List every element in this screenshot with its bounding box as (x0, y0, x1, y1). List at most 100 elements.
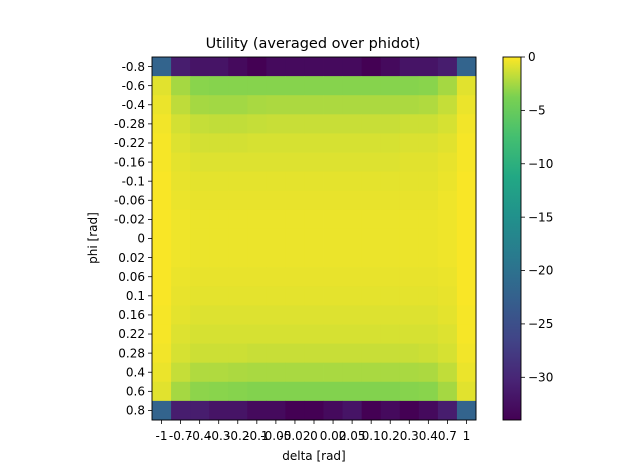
heatmap-cell (456, 343, 477, 364)
heatmap-cell (228, 286, 248, 306)
x-tick-label: -0.4 (188, 429, 211, 443)
heatmap-cell (399, 76, 420, 96)
heatmap-cell (228, 133, 248, 153)
y-tick-label: 0.8 (126, 404, 145, 418)
heatmap-cell (228, 248, 248, 268)
heatmap-cell (361, 152, 382, 173)
heatmap-cell (437, 381, 458, 402)
heatmap-cell (209, 57, 229, 77)
heatmap-cell (285, 400, 305, 421)
x-tick-label: -0.05 (260, 429, 291, 443)
heatmap-cell (228, 76, 248, 96)
y-tick-label: -0.28 (114, 117, 145, 131)
heatmap-cell (323, 362, 343, 383)
heatmap-cell (171, 381, 191, 402)
heatmap-cell (437, 171, 458, 192)
heatmap-cell (361, 267, 382, 287)
heatmap-cell (323, 228, 343, 249)
heatmap-cell (304, 133, 324, 153)
x-tick-label: -0.02 (279, 429, 310, 443)
x-tick-label: -0.7 (169, 429, 192, 443)
heatmap-cell (418, 343, 439, 364)
heatmap-cell (190, 362, 210, 383)
heatmap-cell (266, 343, 286, 364)
heatmap-cell (209, 400, 229, 421)
heatmap-cell (171, 286, 191, 306)
heatmap-cell (285, 190, 305, 211)
heatmap-cell (304, 248, 324, 268)
heatmap-cell (380, 133, 401, 153)
colorbar-tick-label: −10 (528, 157, 553, 171)
heatmap-cell (323, 76, 343, 96)
heatmap-cell (228, 57, 248, 77)
heatmap-cell (380, 305, 401, 325)
heatmap-cell (437, 343, 458, 364)
heatmap-cell (399, 305, 420, 325)
heatmap-cell (171, 248, 191, 268)
colorbar-tick-label: −30 (528, 370, 553, 384)
heatmap-cell (456, 248, 477, 268)
heatmap-cell (266, 76, 286, 96)
heatmap-cell (456, 76, 477, 96)
heatmap-cell (152, 209, 172, 230)
heatmap-cell (285, 324, 305, 344)
heatmap-cell (171, 324, 191, 344)
heatmap-cell (323, 343, 343, 364)
y-tick-label: 0.06 (118, 270, 145, 284)
heatmap-cell (171, 267, 191, 287)
heatmap-cell (323, 152, 343, 173)
heatmap-cell (456, 324, 477, 344)
heatmap-cell (399, 228, 420, 249)
heatmap-cell (361, 324, 382, 344)
heatmap-cell (247, 381, 267, 402)
heatmap-cell (418, 133, 439, 153)
heatmap-cell (247, 152, 267, 173)
heatmap-cell (361, 190, 382, 211)
y-tick-label: 0.6 (126, 385, 145, 399)
heatmap-cell (380, 286, 401, 306)
heatmap-cell (285, 171, 305, 192)
heatmap-cell (342, 76, 363, 96)
heatmap-cell (380, 381, 401, 402)
heatmap-cell (418, 362, 439, 383)
heatmap-cell (361, 171, 382, 192)
heatmap-cell (190, 171, 210, 192)
colorbar (502, 56, 522, 421)
colorbar-axis: 0 −5 −10 −15 −20 −25 −30 (521, 50, 553, 384)
heatmap-cell (342, 305, 363, 325)
heatmap-cell (361, 57, 382, 77)
heatmap-cell (228, 343, 248, 364)
heatmap-cell (190, 114, 210, 134)
heatmap-cell (228, 400, 248, 421)
y-tick-label: 0.02 (118, 251, 145, 265)
heatmap-cell (171, 76, 191, 96)
heatmap-cell (418, 152, 439, 173)
heatmap-cell (361, 209, 382, 230)
chart-title: Utility (averaged over phidot) (206, 36, 421, 52)
heatmap-cell (437, 190, 458, 211)
heatmap-cell (190, 324, 210, 344)
heatmap-cell (323, 171, 343, 192)
heatmap-cell (171, 343, 191, 364)
heatmap-cell (247, 114, 267, 134)
heatmap-cell (285, 362, 305, 383)
heatmap-cell (152, 228, 172, 249)
heatmap-cell (247, 343, 267, 364)
heatmap-cell (456, 305, 477, 325)
heatmap-cell (285, 381, 305, 402)
heatmap-cells (152, 57, 477, 421)
y-axis-label: phi [rad] (86, 212, 100, 264)
heatmap-cell (266, 286, 286, 306)
heatmap-cell (209, 343, 229, 364)
heatmap-cell (247, 190, 267, 211)
heatmap-cell (361, 248, 382, 268)
heatmap-cell (399, 381, 420, 402)
heatmap-cell (228, 305, 248, 325)
heatmap-cell (399, 209, 420, 230)
heatmap-cell (456, 152, 477, 173)
heatmap-cell (190, 267, 210, 287)
heatmap-cell (437, 362, 458, 383)
heatmap-cell (304, 343, 324, 364)
heatmap-cell (247, 286, 267, 306)
heatmap-cell (304, 286, 324, 306)
